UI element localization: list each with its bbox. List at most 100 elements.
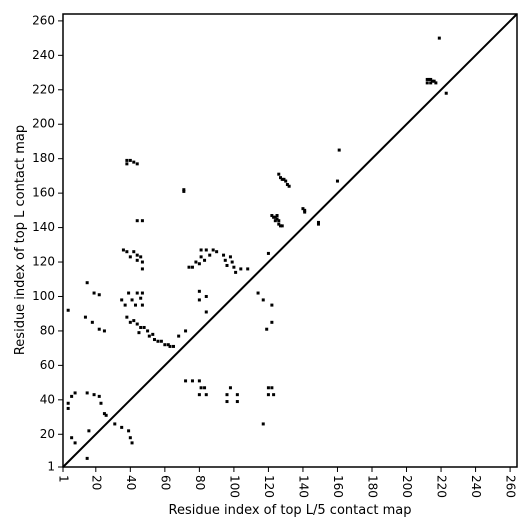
contact-point [177,334,181,338]
contact-point [140,303,144,307]
contact-point [73,441,77,445]
contact-point [225,393,229,397]
contact-point [273,215,277,219]
contact-point [130,441,134,445]
contact-point [225,400,229,404]
contact-point [277,222,281,226]
contact-point [275,214,279,218]
contact-point [166,343,170,347]
contact-point [235,400,239,404]
contact-point [127,291,131,295]
diagonal-line [62,13,518,468]
contact-point [159,339,163,343]
contact-point [182,188,186,192]
contact-point [190,265,194,269]
y-tick-label: 240 [32,48,55,62]
y-tick-label: 60 [40,358,55,372]
contact-point [97,327,101,331]
x-tick-label: 140 [296,475,310,498]
contact-point [73,391,77,395]
contact-point [204,294,208,298]
contact-point [197,262,201,266]
contact-point [135,258,139,262]
x-tick-label: 80 [193,475,207,490]
contact-point [147,334,151,338]
contact-point [266,393,270,397]
contact-point [270,214,274,218]
contact-point [140,219,144,223]
y-tick-label: 1 [47,460,55,474]
contact-point [211,248,215,252]
contact-point [282,177,286,181]
contact-point [134,303,138,307]
contact-point [125,315,129,319]
contact-point [246,267,250,271]
contact-point [132,250,136,254]
contact-point [429,77,433,81]
contact-point [142,325,146,329]
contact-point [280,224,284,228]
contact-point [230,260,234,264]
y-tick-label: 40 [40,392,55,406]
contact-point [128,255,132,259]
x-tick-label: 240 [469,475,483,498]
contact-point [182,189,186,193]
x-tick-label: 40 [124,475,138,490]
contact-point [303,208,307,212]
x-tick-label: 100 [227,475,241,498]
contact-point [272,215,276,219]
contact-point [70,436,74,440]
contact-point [156,339,160,343]
contact-point [187,265,191,269]
contact-point [104,413,108,417]
contact-point [301,207,305,211]
contact-point [102,412,106,416]
x-tick-label: 20 [89,475,103,490]
contact-point [287,184,291,188]
contact-point [266,386,270,390]
x-tick-label: 60 [158,475,172,490]
x-tick-label: 220 [435,475,449,498]
x-tick-label: 180 [365,475,379,498]
contact-point [140,291,144,295]
contact-point [335,179,339,183]
contact-point [261,422,265,426]
contact-point [139,255,143,259]
y-tick-label: 220 [32,82,55,96]
y-tick-label: 120 [32,255,55,269]
contact-point [203,258,207,262]
contact-point [70,394,74,398]
contact-point [266,251,270,255]
contact-point [316,222,320,226]
plot-frame [62,13,518,468]
contact-point [277,219,281,223]
contact-point [132,160,136,164]
contact-point [128,436,132,440]
contact-point [437,36,441,40]
contact-point [125,162,129,166]
contact-point [228,386,232,390]
y-tick-label: 100 [32,289,55,303]
contact-point [85,456,89,460]
contact-point [140,267,144,271]
contact-point [430,79,434,83]
y-tick-label: 140 [32,220,55,234]
contact-point [197,298,201,302]
contact-point [140,260,144,264]
contact-point [135,253,139,257]
y-tick-label: 260 [32,13,55,27]
contact-point [130,298,134,302]
contact-point [270,386,274,390]
contact-point [232,265,236,269]
contact-point [279,176,283,180]
contact-point [120,298,124,302]
contact-point [135,162,139,166]
contact-point [197,393,201,397]
contact-point [273,219,277,223]
contact-point [152,338,156,342]
contact-point [121,248,125,252]
contact-point [280,177,284,181]
x-tick-label: 160 [331,475,345,498]
contact-point [151,332,155,336]
contact-point [208,253,212,257]
